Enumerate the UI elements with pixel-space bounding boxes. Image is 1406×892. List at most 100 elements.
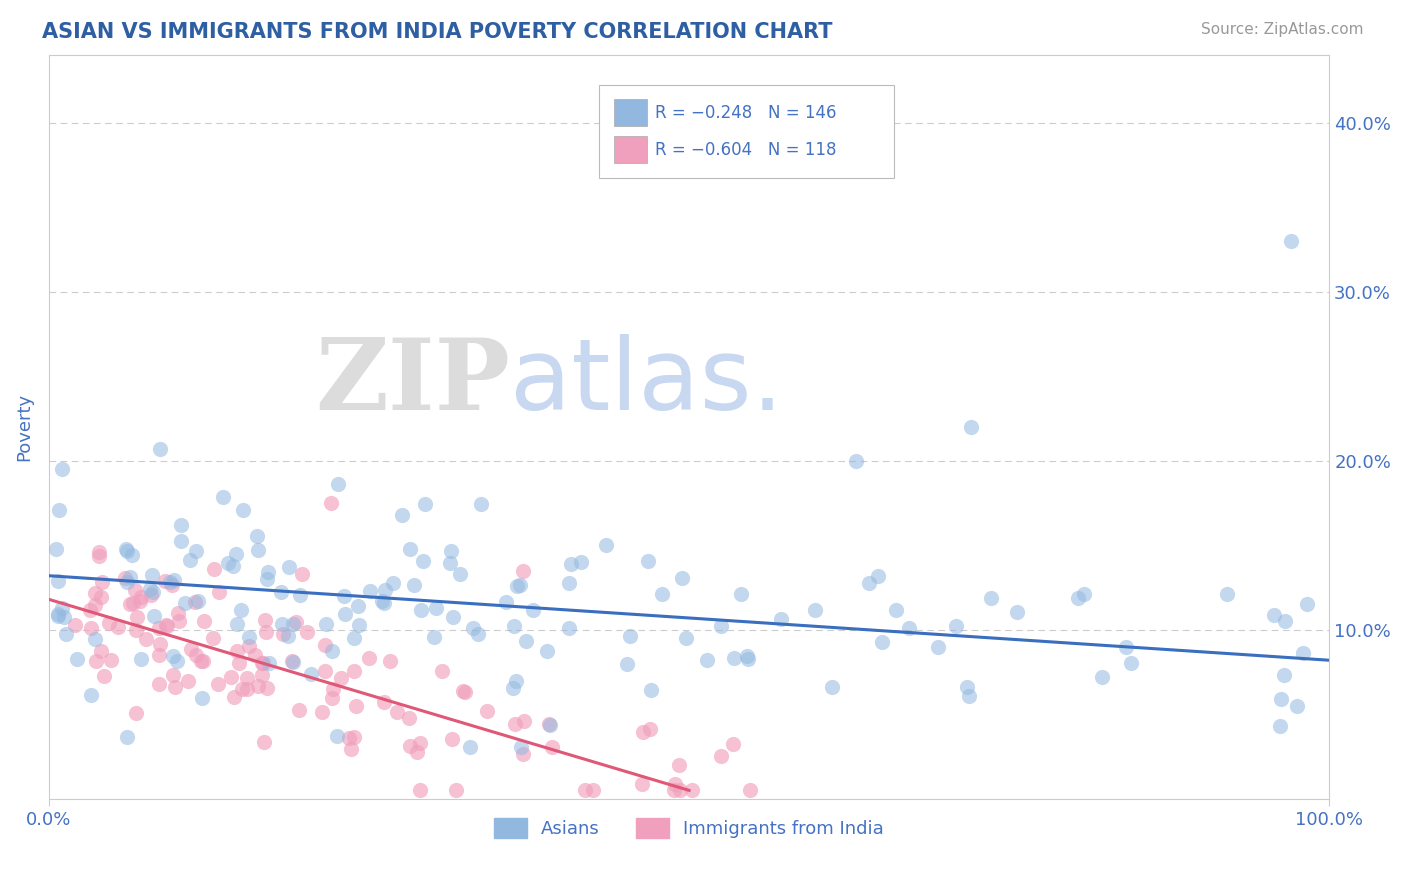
Point xyxy=(506,579,529,593)
Point xyxy=(314,664,336,678)
Point xyxy=(399,542,422,557)
Point xyxy=(413,497,436,511)
Point xyxy=(167,606,190,620)
Point xyxy=(381,575,404,590)
Point xyxy=(344,698,367,713)
Point xyxy=(246,529,269,543)
Point xyxy=(314,638,336,652)
Point xyxy=(115,574,138,589)
Point xyxy=(156,619,179,633)
Point xyxy=(117,544,139,558)
Point xyxy=(173,596,195,610)
Point xyxy=(288,703,311,717)
Point xyxy=(378,654,401,668)
Point xyxy=(1121,656,1143,670)
Point xyxy=(439,556,461,570)
Point xyxy=(235,672,257,686)
Point xyxy=(503,716,526,731)
Point xyxy=(404,578,426,592)
Point xyxy=(959,420,981,434)
Point xyxy=(373,596,395,610)
FancyBboxPatch shape xyxy=(613,136,647,163)
Point xyxy=(333,589,356,603)
Point xyxy=(956,680,979,694)
Point xyxy=(256,572,278,586)
Point xyxy=(522,603,544,617)
Point xyxy=(256,681,278,695)
Point xyxy=(669,783,692,797)
Point xyxy=(284,615,307,630)
Point xyxy=(502,681,524,696)
Point xyxy=(845,454,868,468)
Point xyxy=(326,477,349,491)
Point xyxy=(668,757,690,772)
Point xyxy=(125,623,148,637)
Point xyxy=(330,671,353,685)
Point xyxy=(321,644,343,658)
Point xyxy=(87,549,110,563)
Point xyxy=(347,617,370,632)
Point xyxy=(510,739,533,754)
Point xyxy=(80,621,103,635)
Point xyxy=(343,730,366,744)
Point xyxy=(513,714,536,728)
Point xyxy=(143,608,166,623)
Point xyxy=(696,653,718,667)
Point xyxy=(256,566,278,580)
Point xyxy=(187,594,209,608)
Point xyxy=(359,583,381,598)
Point xyxy=(155,618,177,632)
Point xyxy=(149,442,172,457)
Point xyxy=(281,655,304,669)
Point xyxy=(399,739,422,753)
Point xyxy=(193,654,215,668)
Point xyxy=(398,711,420,725)
Point xyxy=(253,734,276,748)
Point xyxy=(886,603,908,617)
Point xyxy=(425,601,447,615)
Point xyxy=(616,657,638,671)
Point xyxy=(735,649,758,664)
Point xyxy=(125,706,148,721)
Point xyxy=(1091,670,1114,684)
Point xyxy=(1263,608,1285,623)
Point xyxy=(439,544,461,558)
Point xyxy=(1216,586,1239,600)
Point xyxy=(193,614,215,628)
Point xyxy=(675,631,697,645)
Point xyxy=(55,627,77,641)
Point xyxy=(538,716,561,731)
Point xyxy=(247,679,270,693)
Text: atlas.: atlas. xyxy=(510,334,783,431)
Point xyxy=(536,643,558,657)
Point xyxy=(1285,698,1308,713)
Point xyxy=(458,739,481,754)
Point xyxy=(740,782,762,797)
Point xyxy=(709,748,731,763)
Point xyxy=(98,615,121,630)
Point xyxy=(322,681,344,696)
Point xyxy=(451,684,474,698)
Point xyxy=(66,652,89,666)
Point xyxy=(124,582,146,597)
Point xyxy=(288,588,311,602)
Point xyxy=(84,599,107,613)
Point xyxy=(721,737,744,751)
Point xyxy=(231,603,253,617)
Legend: Asians, Immigrants from India: Asians, Immigrants from India xyxy=(486,810,891,846)
Point xyxy=(502,618,524,632)
Point xyxy=(710,618,733,632)
Y-axis label: Poverty: Poverty xyxy=(15,392,32,461)
Point xyxy=(121,548,143,562)
Point xyxy=(254,613,277,627)
Point xyxy=(299,667,322,681)
Point xyxy=(45,541,67,556)
Point xyxy=(558,576,581,591)
Point xyxy=(467,627,489,641)
Point xyxy=(337,731,360,745)
Point xyxy=(631,777,654,791)
Point xyxy=(148,648,170,662)
Point xyxy=(225,547,247,561)
Point xyxy=(177,674,200,689)
Point xyxy=(179,553,201,567)
